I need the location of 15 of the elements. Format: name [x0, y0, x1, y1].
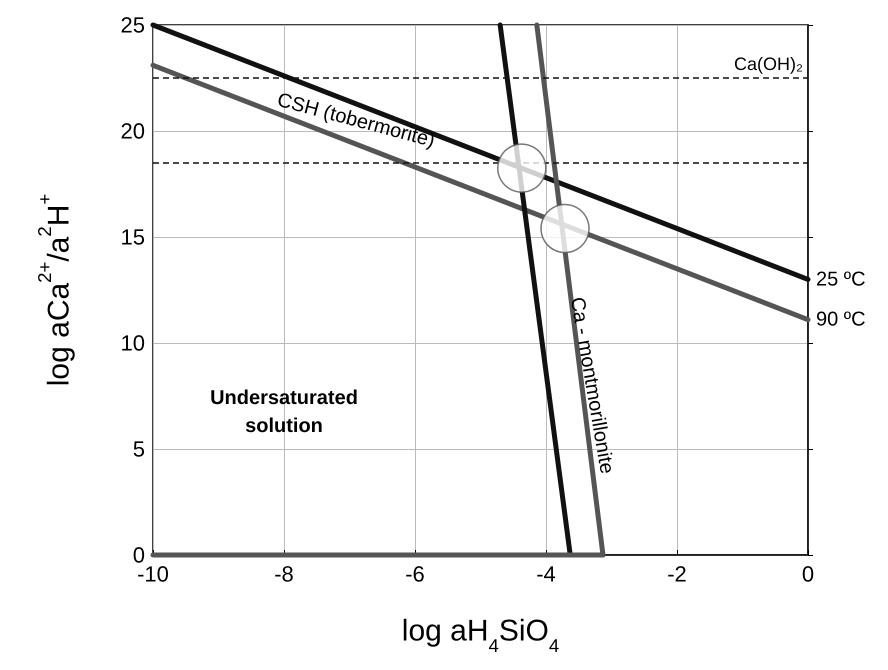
x-tick-label: -2 — [667, 562, 687, 586]
y-tick-label: 15 — [120, 224, 145, 250]
annotation: 25 ºC — [816, 268, 866, 290]
x-tick-label: -4 — [536, 562, 556, 586]
ref-line-label: Ca(OH)₂ — [734, 54, 803, 74]
x-tick-label: -6 — [405, 562, 425, 586]
y-tick-label: 20 — [120, 118, 145, 144]
annotation: 90 ºC — [816, 308, 866, 331]
y-axis-title: log aCa2+/a2H+ — [34, 194, 76, 386]
annotation: Undersaturated solution — [210, 386, 358, 437]
y-tick-label: 25 — [120, 12, 145, 38]
x-tick-label: 0 — [802, 562, 814, 586]
x-tick-label: -8 — [274, 562, 294, 586]
y-tick-label: 5 — [132, 436, 145, 462]
y-tick-label: 10 — [120, 330, 145, 356]
